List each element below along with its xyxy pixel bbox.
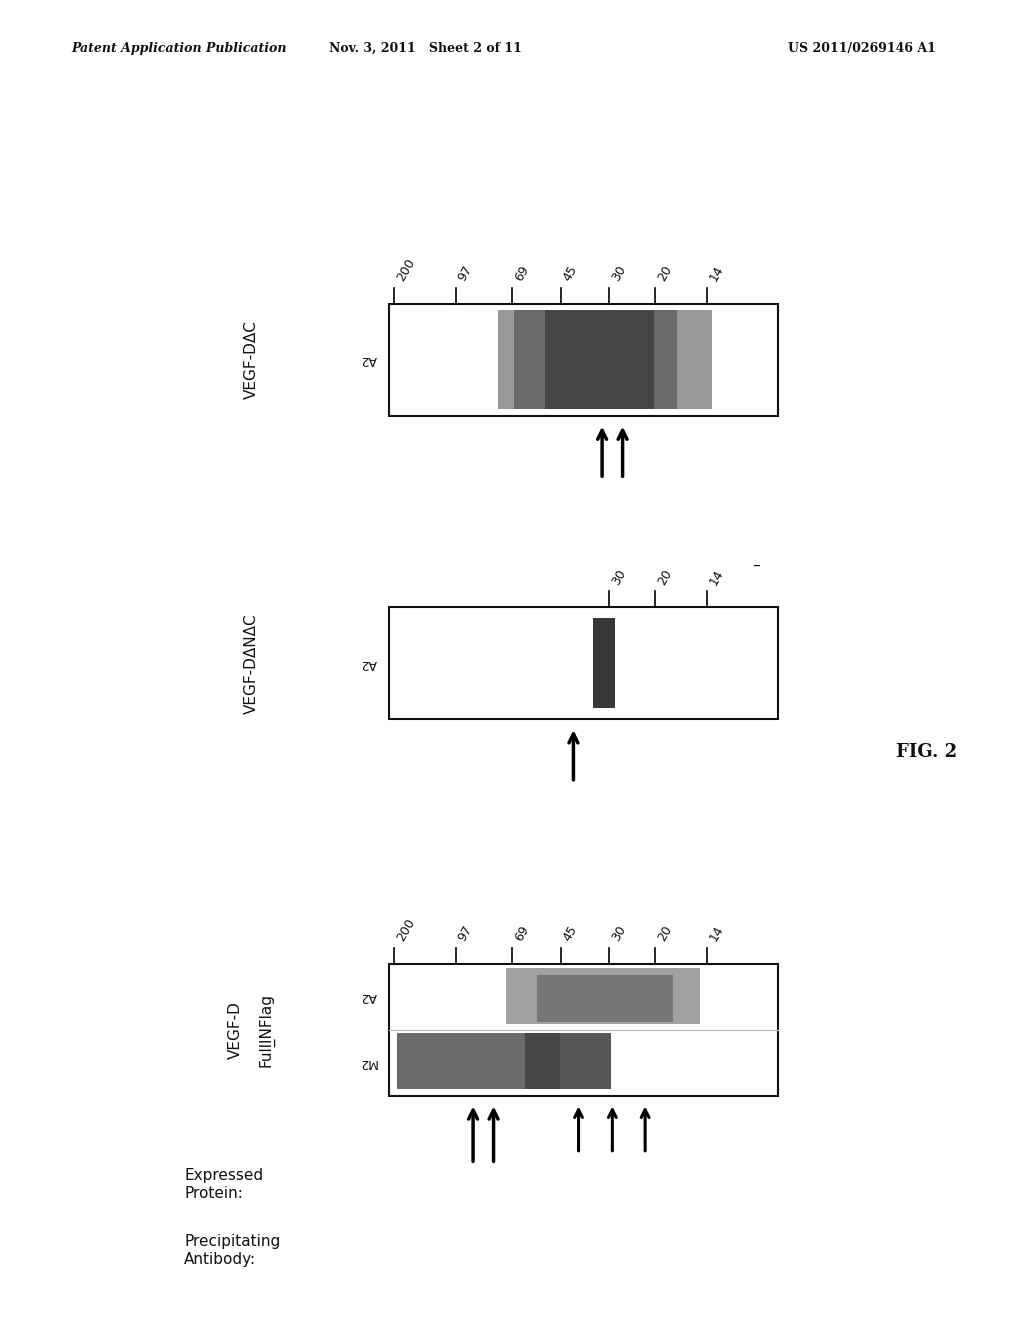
Bar [397,1032,560,1089]
Text: VEGF-DΔC: VEGF-DΔC [244,321,258,399]
Text: 14: 14 [707,924,726,944]
Text: 30: 30 [609,568,629,587]
Bar [514,310,677,409]
Text: 14: 14 [707,264,726,284]
Text: Patent Application Publication: Patent Application Publication [72,42,287,55]
Text: 20: 20 [655,568,675,587]
Bar [506,969,700,1024]
Bar [525,1032,611,1089]
Bar [545,310,653,409]
Text: Nov. 3, 2011   Sheet 2 of 11: Nov. 3, 2011 Sheet 2 of 11 [329,42,521,55]
Text: Precipitating
Antibody:: Precipitating Antibody: [184,1234,281,1267]
Text: –: – [752,558,760,573]
Bar [397,1032,611,1089]
Text: 30: 30 [609,264,629,284]
Text: 14: 14 [707,568,726,587]
Text: 69: 69 [512,264,531,284]
Text: A2: A2 [360,657,377,669]
Text: 30: 30 [609,924,629,944]
Text: US 2011/0269146 A1: US 2011/0269146 A1 [788,42,936,55]
Text: M2: M2 [358,1056,377,1069]
Bar [389,304,778,416]
Text: FullI̲NFlag: FullI̲NFlag [258,993,274,1067]
Text: VEGF-DΔNΔC: VEGF-DΔNΔC [244,612,258,714]
Text: 200: 200 [394,256,418,284]
Text: FIG. 2: FIG. 2 [896,743,957,762]
Text: VEGF-D: VEGF-D [228,1001,243,1059]
Bar [389,964,778,1096]
Text: 45: 45 [561,924,581,944]
Text: 69: 69 [512,924,531,944]
Bar [498,310,712,409]
Text: A2: A2 [360,354,377,366]
Text: 200: 200 [394,916,418,944]
Text: Expressed
Protein:: Expressed Protein: [184,1168,263,1201]
Bar [593,618,615,708]
Bar [537,975,673,1022]
Text: 20: 20 [655,924,675,944]
Text: 97: 97 [456,264,475,284]
Text: 20: 20 [655,264,675,284]
Text: A2: A2 [360,990,377,1003]
Text: 97: 97 [456,924,475,944]
Bar [389,607,778,719]
Text: 45: 45 [561,264,581,284]
